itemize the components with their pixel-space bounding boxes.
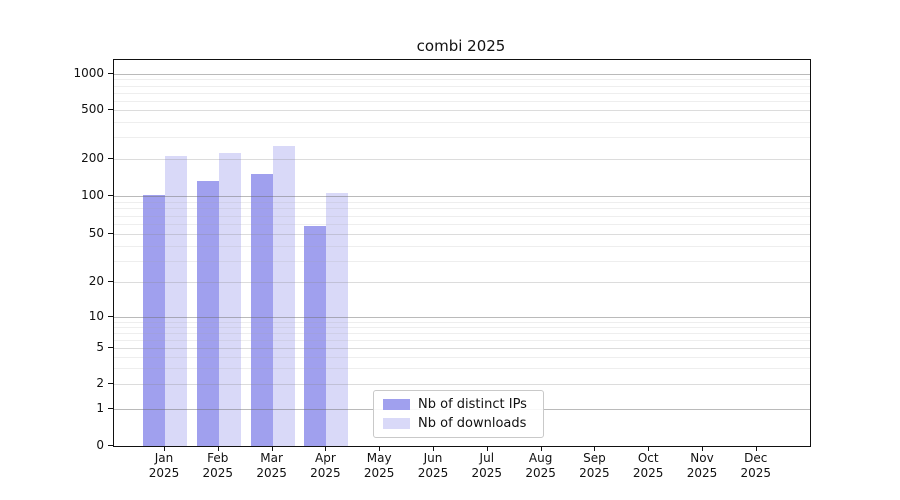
x-tick-label: Mar 2025 [256, 451, 287, 480]
gridline [114, 159, 810, 160]
y-tick-label: 0 [96, 438, 104, 452]
bar-distinct-ips-mar [250, 174, 273, 446]
gridline [114, 326, 810, 328]
legend-swatch-downloads [383, 418, 410, 429]
bar-distinct-ips-apr [304, 225, 327, 446]
x-tick-label: Oct 2025 [632, 451, 664, 480]
y-tick-label: 2 [96, 376, 104, 390]
x-tickmark [755, 446, 757, 451]
y-tick-label: 50 [88, 226, 104, 240]
y-tick-label: 200 [81, 151, 104, 165]
gridline [114, 110, 810, 111]
legend: Nb of distinct IPs Nb of downloads [373, 390, 544, 438]
x-tick-label: Jul 2025 [471, 451, 503, 480]
x-tickmark [540, 446, 542, 451]
legend-item: Nb of downloads [383, 415, 535, 433]
y-tick-label: 500 [81, 102, 104, 116]
gridline [114, 85, 810, 87]
gridline [114, 215, 810, 217]
gridline [114, 74, 810, 75]
x-tickmark [433, 446, 434, 451]
gridline [114, 321, 810, 323]
x-tickmark [271, 446, 273, 451]
gridline [114, 384, 810, 385]
y-tickmark [108, 408, 113, 409]
gridline [114, 137, 810, 139]
y-tickmark [108, 109, 113, 110]
y-tick-label: 20 [88, 274, 104, 288]
gridline [114, 260, 810, 262]
bar-distinct-ips-jan [143, 194, 165, 446]
x-tickmark [164, 446, 165, 451]
x-tickmark [648, 446, 650, 451]
bar-downloads-feb [218, 153, 241, 446]
gridline [114, 92, 810, 94]
x-tickmark [379, 446, 381, 451]
y-tickmark [108, 158, 113, 159]
gridline [114, 224, 810, 225]
bar-downloads-jan [165, 156, 187, 446]
x-tick-label: Jan 2025 [148, 451, 180, 480]
chart-title: combi 2025 [416, 37, 506, 55]
bar-distinct-ips-feb [196, 180, 219, 446]
gridline [114, 348, 810, 349]
grid-layer [114, 60, 810, 446]
bars-layer [114, 60, 810, 446]
gridline [114, 356, 810, 358]
gridline [114, 234, 810, 235]
gridline [114, 196, 810, 197]
x-tickmark [486, 446, 488, 451]
gridline [114, 332, 810, 334]
x-tickmark [325, 446, 327, 451]
y-tickmark [108, 383, 113, 384]
y-tickmark [108, 445, 113, 446]
gridline [114, 368, 810, 370]
x-tick-label: May 2025 [363, 451, 395, 480]
legend-swatch-distinct-ips [383, 399, 410, 410]
x-tick-label: Jun 2025 [417, 451, 449, 480]
x-tick-label: Nov 2025 [686, 451, 718, 480]
y-tick-label: 10 [88, 309, 104, 323]
gridline [114, 339, 810, 341]
bar-downloads-apr [326, 192, 349, 446]
x-tick-label: Dec 2025 [740, 451, 772, 480]
plot-area [113, 59, 811, 447]
legend-item: Nb of distinct IPs [383, 396, 535, 414]
y-tickmark [108, 233, 113, 234]
legend-label: Nb of distinct IPs [418, 396, 527, 412]
x-tick-label: Sep 2025 [579, 451, 610, 480]
gridline [114, 245, 810, 247]
y-tickmark [108, 347, 113, 348]
legend-label: Nb of downloads [418, 415, 527, 431]
x-tick-label: Aug 2025 [525, 451, 556, 480]
y-tickmark [108, 281, 113, 282]
gridline [114, 282, 810, 283]
gridline [114, 208, 810, 210]
x-tickmark [217, 446, 219, 451]
y-tick-label: 1 [96, 401, 104, 415]
y-tick-label: 100 [81, 188, 104, 202]
y-tick-label: 5 [96, 340, 104, 354]
gridline [114, 121, 810, 123]
x-tick-label: Apr 2025 [310, 451, 341, 480]
gridline [114, 100, 810, 102]
gridline [114, 79, 810, 81]
y-tick-label: 1000 [73, 66, 104, 80]
x-tickmark [702, 446, 703, 451]
x-tick-label: Feb 2025 [202, 451, 234, 480]
y-tickmark [108, 73, 113, 74]
y-tickmark [108, 195, 113, 196]
bar-downloads-mar [272, 146, 295, 446]
y-tickmark [108, 316, 113, 317]
gridline [114, 201, 810, 203]
x-tickmark [594, 446, 596, 451]
gridline [114, 317, 810, 318]
